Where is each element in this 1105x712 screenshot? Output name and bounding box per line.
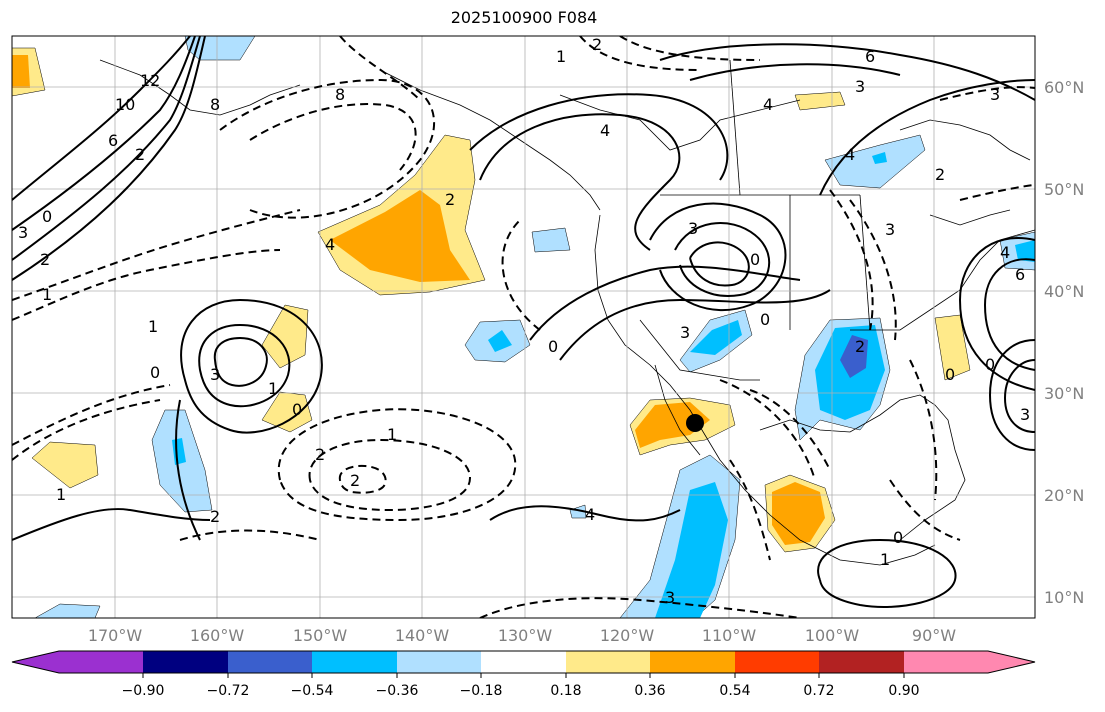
negative-contours: [12, 36, 1035, 618]
contour-label: 2: [135, 145, 145, 164]
anomaly-negative-region: [840, 335, 868, 378]
contour-label: 3: [680, 323, 690, 342]
contour-label: 0: [945, 365, 955, 384]
contour-label: 1: [387, 425, 397, 444]
contour-label: 4: [325, 235, 335, 254]
contour-label: 1: [42, 285, 52, 304]
anomaly-positive-region: [635, 402, 710, 448]
positive-contours: [12, 36, 1035, 608]
contour-label: 8: [210, 95, 220, 114]
contour-label: 0: [893, 528, 903, 547]
contour-label: 1: [880, 550, 890, 569]
contour-label: 0: [548, 337, 558, 356]
contour-label: 4: [600, 121, 610, 140]
contour-label: 0: [42, 207, 52, 226]
latitude-label: 10°N: [1044, 588, 1085, 607]
contour-label: 2: [315, 445, 325, 464]
colorbar-tick-label: −0.72: [206, 683, 250, 699]
contour-label: 8: [335, 85, 345, 104]
longitude-label: 110°W: [701, 626, 757, 645]
contour-label: 1: [268, 379, 278, 398]
contour-label: 4: [763, 95, 773, 114]
longitude-label: 100°W: [804, 626, 860, 645]
anomaly-positive-region: [934, 314, 971, 381]
contour-label: 12: [140, 71, 160, 90]
contour-label: 2: [40, 250, 50, 269]
contour-label: 3: [990, 85, 1000, 104]
colorbar-tick-label: −0.54: [290, 683, 334, 699]
colorbar-tick-label: 0.90: [888, 683, 920, 699]
anomaly-negative-region: [184, 36, 256, 61]
contour-label: 3: [665, 588, 675, 607]
contour-label: 0: [750, 250, 760, 269]
contour-label: 4: [845, 145, 855, 164]
map-frame: [11, 35, 1036, 619]
contour-label: 3: [210, 365, 220, 384]
contour-label: 1: [148, 317, 158, 336]
contour-label: 10: [115, 95, 135, 114]
contour-label: 1: [556, 47, 566, 66]
latitude-label: 40°N: [1044, 282, 1085, 301]
longitude-label: 160°W: [189, 626, 245, 645]
longitude-label: 140°W: [394, 626, 450, 645]
anomaly-negative-region: [872, 152, 887, 164]
contour-label: 0: [150, 363, 160, 382]
latitude-label: 50°N: [1044, 180, 1085, 199]
anomaly-positive-region: [261, 304, 309, 369]
contour-label: 3: [18, 223, 28, 242]
contour-label: 3: [885, 220, 895, 239]
anomaly-positive-region: [12, 55, 30, 88]
storm-position-marker: [686, 414, 704, 432]
contour-label: 2: [445, 190, 455, 209]
anomaly-positive-region: [261, 391, 313, 433]
contour-label: 4: [1000, 243, 1010, 262]
contour-label: 0: [760, 310, 770, 329]
map-title: 2025100900 F084: [450, 8, 598, 27]
latitude-label: 60°N: [1044, 78, 1085, 97]
longitude-label: 90°W: [911, 626, 957, 645]
colorbar-tick-label: 0.18: [550, 683, 582, 699]
anomaly-negative-region: [488, 330, 512, 352]
contour-label: 1: [56, 485, 66, 504]
colorbar-tick-label: 0.36: [634, 683, 666, 699]
contour-label: 2: [350, 471, 360, 490]
contour-label: 0: [985, 355, 995, 374]
contour-label: 0: [292, 400, 302, 419]
contour-label: 6: [865, 47, 875, 66]
anomaly-negative-region: [531, 227, 571, 253]
contour-label-layer: 2 1 6 3 4 8 10 12 8 6 4 2 0 1 2 4 3 2 0 …: [18, 35, 1030, 607]
longitude-label: 150°W: [292, 626, 348, 645]
colorbar-tick-label: 0.72: [803, 683, 835, 699]
shading-layer: [12, 36, 1035, 618]
latitude-label: 30°N: [1044, 384, 1085, 403]
anomaly-positive-region: [31, 441, 99, 489]
longitude-label: 170°W: [87, 626, 143, 645]
anomaly-negative-region: [1015, 240, 1035, 262]
contour-label: 2: [935, 165, 945, 184]
longitude-label: 120°W: [599, 626, 655, 645]
contour-label: 6: [1015, 265, 1025, 284]
colorbar-tick-label: −0.36: [375, 683, 419, 699]
colorbar-tick-label: −0.18: [459, 683, 503, 699]
anomaly-positive-region: [330, 190, 470, 282]
contour-label: 2: [210, 507, 220, 526]
latitude-label: 20°N: [1044, 486, 1085, 505]
contour-label: 3: [1020, 405, 1030, 424]
contour-label: 4: [585, 505, 595, 524]
longitude-label: 130°W: [497, 626, 553, 645]
contour-label: 3: [688, 219, 698, 238]
anomaly-negative-region: [569, 504, 587, 519]
anomaly-negative-region: [34, 603, 101, 618]
contour-label: 6: [108, 131, 118, 150]
contour-label: 2: [592, 35, 602, 54]
colorbar-tick-label: 0.54: [719, 683, 751, 699]
contour-label: 2: [855, 337, 865, 356]
contour-label: 3: [855, 77, 865, 96]
anomaly-positive-region: [772, 482, 825, 545]
colorbar-tick-label: −0.90: [121, 683, 165, 699]
anomaly-positive-region: [794, 91, 846, 111]
anomaly-negative-region: [655, 482, 728, 618]
